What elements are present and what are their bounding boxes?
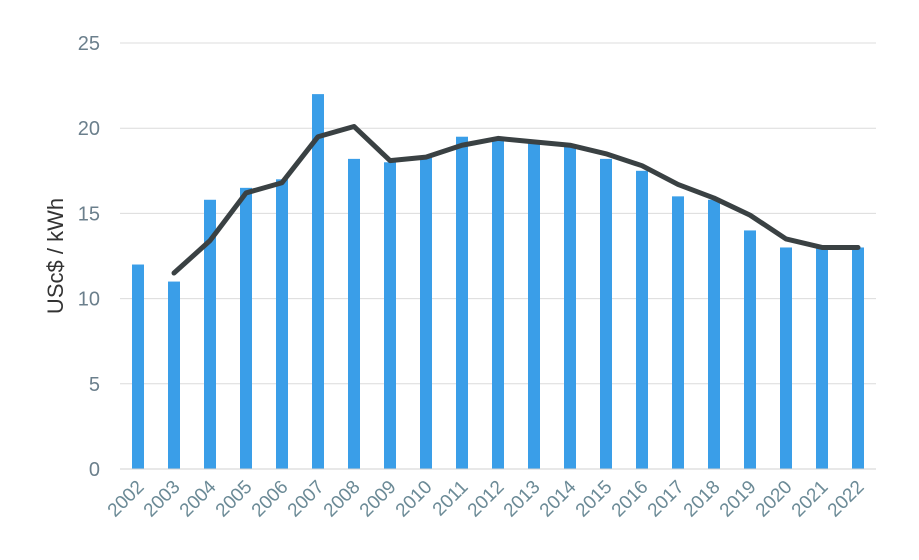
x-tick-label: 2008 [320, 477, 365, 522]
bar [348, 158, 360, 469]
line-point [281, 182, 283, 184]
line-point [749, 214, 751, 216]
line-point [389, 160, 391, 162]
x-tick-label: 2005 [212, 477, 257, 522]
line-point [497, 137, 499, 139]
y-tick-label: 0 [89, 459, 100, 481]
x-tick-label: 2017 [644, 477, 689, 522]
line-series [171, 123, 861, 276]
x-tick-label: 2020 [752, 477, 797, 522]
y-tick-label: 20 [78, 118, 100, 140]
bar [852, 247, 864, 469]
bar [420, 157, 432, 469]
line-point [641, 165, 643, 167]
x-tick-label: 2010 [392, 477, 437, 522]
y-tick-label: 15 [78, 203, 100, 225]
bar [708, 199, 720, 469]
x-tick-label: 2004 [176, 476, 221, 521]
bar [528, 141, 540, 469]
bar [672, 196, 684, 470]
line-point [605, 153, 607, 155]
x-tick-label: 2006 [248, 477, 293, 522]
x-tick-label: 2018 [680, 477, 725, 522]
bar [456, 136, 468, 469]
bar [276, 179, 288, 469]
y-axis-label: USc$ / kWh [43, 198, 68, 314]
line-point [785, 238, 787, 240]
bar [636, 170, 648, 470]
bar [744, 230, 756, 469]
bar [168, 281, 180, 469]
line-point [713, 197, 715, 199]
y-tick-label: 25 [78, 33, 100, 55]
x-tick-label: 2013 [500, 477, 545, 522]
x-tick-label: 2002 [104, 477, 149, 522]
line-point [245, 192, 247, 194]
line-point [821, 246, 823, 248]
x-tick-label: 2007 [284, 477, 329, 522]
x-tick-label: 2003 [140, 477, 185, 522]
line-point [209, 240, 211, 242]
x-axis-ticks: 2002200320042005200620072008200920102011… [104, 476, 869, 521]
bar [780, 247, 792, 469]
bar [312, 94, 324, 470]
y-tick-label: 5 [89, 374, 100, 396]
bar [816, 247, 828, 469]
bar [204, 199, 216, 469]
line-point [353, 125, 355, 127]
x-tick-label: 2022 [824, 477, 869, 522]
line-point [677, 183, 679, 185]
line-point [857, 246, 859, 248]
bar [492, 140, 504, 470]
bar [132, 264, 144, 469]
y-axis-ticks: 0 5 10 15 20 25 [78, 33, 100, 481]
bar [384, 162, 396, 469]
x-tick-label: 2016 [608, 477, 653, 522]
line-point [533, 141, 535, 143]
y-tick-label: 10 [78, 289, 100, 311]
bar [600, 158, 612, 469]
x-tick-label: 2012 [464, 477, 509, 522]
bar [564, 145, 576, 470]
x-tick-label: 2009 [356, 477, 401, 522]
line-point [425, 156, 427, 158]
bar-series [132, 94, 864, 470]
x-tick-label: 2014 [536, 476, 581, 521]
x-tick-label: 2019 [716, 477, 761, 522]
x-tick-label: 2015 [572, 477, 617, 522]
line-point [317, 136, 319, 138]
x-tick-label: 2021 [788, 477, 833, 522]
bar [240, 187, 252, 469]
line-point [461, 144, 463, 146]
line-path [171, 123, 861, 276]
line-point [569, 144, 571, 146]
line-point [173, 272, 175, 274]
x-tick-label: 2011 [429, 477, 473, 521]
